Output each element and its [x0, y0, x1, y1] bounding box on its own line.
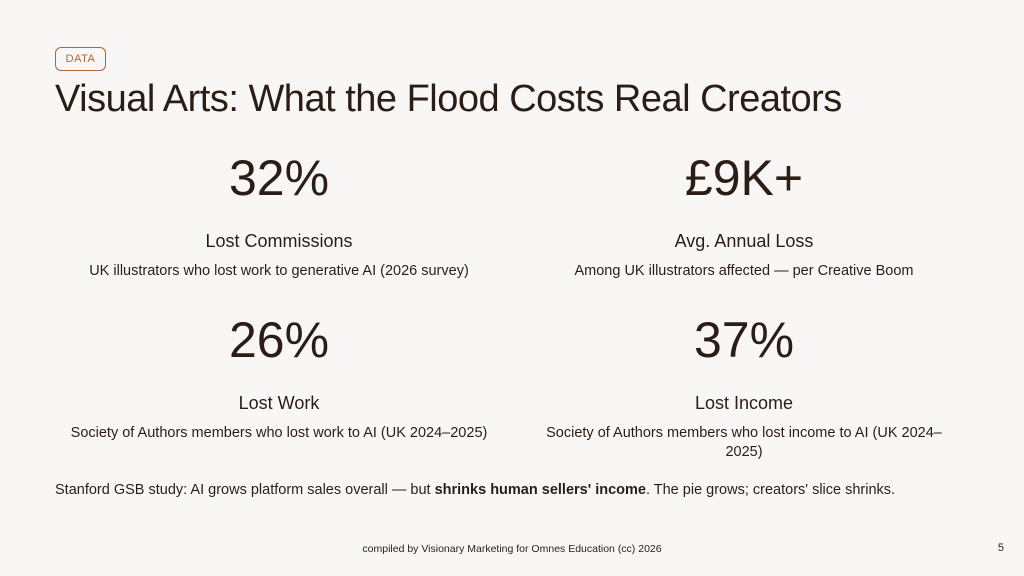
- stat-value: 26%: [228, 312, 330, 368]
- stat-label: Lost Commissions: [205, 231, 353, 251]
- footnote-text: Stanford GSB study: AI grows platform sa…: [55, 482, 435, 498]
- credit-line: compiled by Visionary Marketing for Omne…: [362, 543, 662, 555]
- stat-value: £9K+: [684, 150, 804, 206]
- stat-description: UK illustrators who lost work to generat…: [89, 263, 469, 279]
- stat-value: 37%: [693, 312, 795, 368]
- stat-label: Avg. Annual Loss: [674, 231, 814, 251]
- stat-card-annual-loss: £9K+ Avg. Annual Loss Among UK illustrat…: [514, 150, 974, 281]
- stat-label: Lost Work: [238, 393, 320, 413]
- stat-label: Lost Income: [694, 393, 794, 413]
- footnote-emphasis: shrinks human sellers' income: [434, 482, 646, 498]
- stat-card-lost-commissions: 32% Lost Commissions UK illustrators who…: [49, 150, 509, 281]
- footnote-text-end: . The pie grows; creators' slice shrinks…: [645, 482, 896, 498]
- study-footnote: Stanford GSB study: AI grows platform sa…: [55, 482, 895, 498]
- section-badge: DATA: [55, 47, 106, 71]
- stat-description: Society of Authors members who lost work…: [70, 425, 488, 441]
- stat-description: Society of Authors members who lost inco…: [546, 425, 942, 460]
- page-number: 5: [997, 542, 1004, 554]
- slide-title: Visual Arts: What the Flood Costs Real C…: [55, 78, 842, 120]
- stat-description: Among UK illustrators affected — per Cre…: [574, 263, 914, 279]
- stat-card-lost-income: 37% Lost Income Society of Authors membe…: [514, 312, 974, 462]
- stat-value: 32%: [228, 150, 330, 206]
- stat-card-lost-work: 26% Lost Work Society of Authors members…: [49, 312, 509, 443]
